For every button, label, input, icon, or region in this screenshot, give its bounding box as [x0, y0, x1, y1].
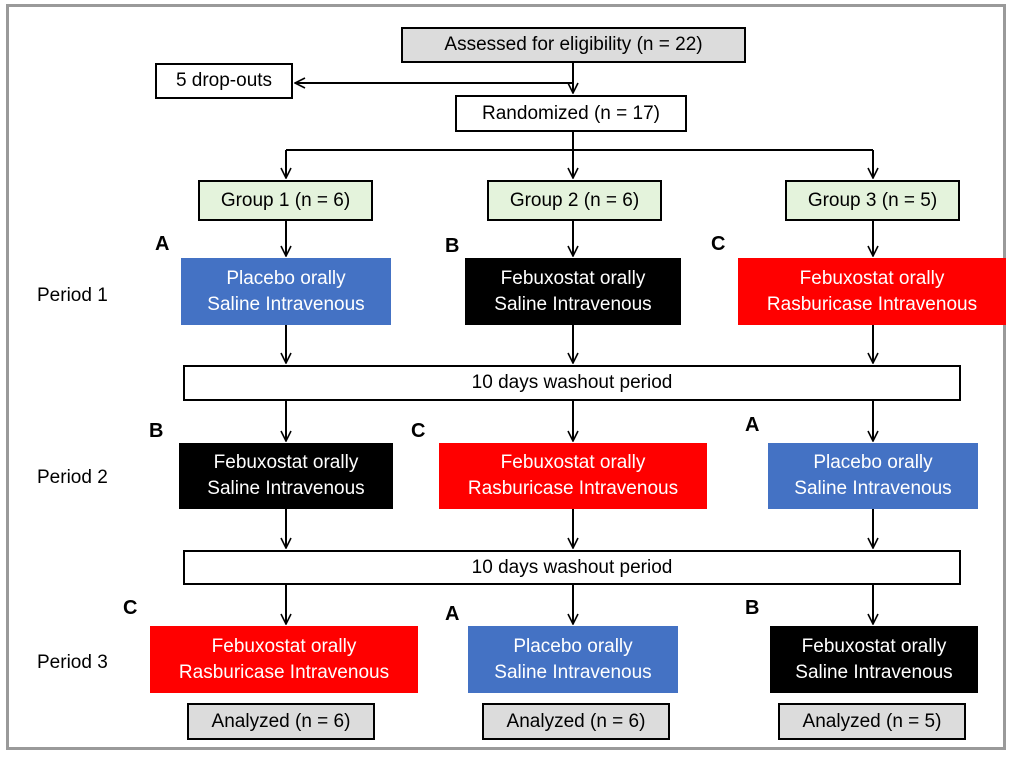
treatment-label: Placebo orally Saline Intravenous: [794, 452, 952, 499]
washout-bar-1: 10 days washout period: [183, 365, 961, 401]
treatment-box-p1-c2: Febuxostat orally Saline Intravenous: [465, 258, 681, 325]
period-2-label: Period 2: [37, 467, 108, 488]
group-1-box: Group 1 (n = 6): [198, 180, 373, 221]
treatment-box-p1-c1: Placebo orally Saline Intravenous: [181, 258, 391, 325]
analyzed-label-1: Analyzed (n = 6): [211, 710, 351, 732]
seq-letter-p1-c3: C: [711, 233, 726, 255]
seq-letter-p3-c2: A: [445, 603, 460, 625]
treatment-box-p3-c3: Febuxostat orally Saline Intravenous: [770, 626, 978, 693]
treatment-label: Febuxostat orally Saline Intravenous: [795, 635, 953, 683]
analyzed-box-1: Analyzed (n = 6): [187, 703, 375, 740]
group-3-label: Group 3 (n = 5): [807, 189, 938, 211]
treatment-label: Placebo orally Saline Intravenous: [207, 267, 365, 315]
washout-label-2: 10 days washout period: [471, 556, 673, 578]
analyzed-box-3: Analyzed (n = 5): [778, 703, 966, 740]
treatment-box-p2-c1: Febuxostat orally Saline Intravenous: [179, 443, 393, 509]
group-2-box: Group 2 (n = 6): [487, 180, 662, 221]
dropouts-box: 5 drop-outs: [155, 63, 293, 99]
treatment-label: Febuxostat orally Rasburicase Intravenou…: [178, 635, 390, 683]
randomized-label: Randomized (n = 17): [482, 102, 660, 124]
treatment-box-p2-c2: Febuxostat orally Rasburicase Intravenou…: [439, 443, 707, 509]
figure-frame: [6, 4, 1006, 750]
treatment-box-p3-c2: Placebo orally Saline Intravenous: [468, 626, 678, 693]
seq-letter-p2-c1: B: [149, 420, 164, 442]
treatment-box-p1-c3: Febuxostat orally Rasburicase Intravenou…: [738, 258, 1006, 325]
analyzed-label-3: Analyzed (n = 5): [802, 710, 942, 732]
treatment-label: Febuxostat orally Saline Intravenous: [207, 452, 365, 499]
assessed-box: Assessed for eligibility (n = 22): [401, 27, 746, 63]
group-2-label: Group 2 (n = 6): [509, 189, 640, 211]
analyzed-label-2: Analyzed (n = 6): [506, 710, 646, 732]
period-3-label: Period 3: [37, 652, 108, 673]
treatment-label: Febuxostat orally Rasburicase Intravenou…: [467, 452, 679, 499]
randomized-box: Randomized (n = 17): [455, 95, 687, 132]
treatment-label: Febuxostat orally Saline Intravenous: [494, 267, 652, 315]
treatment-label: Placebo orally Saline Intravenous: [494, 635, 652, 683]
group-1-label: Group 1 (n = 6): [220, 189, 351, 211]
washout-label-1: 10 days washout period: [471, 372, 673, 393]
seq-letter-p2-c2: C: [411, 420, 426, 442]
seq-letter-p2-c3: A: [745, 414, 760, 436]
assessed-label: Assessed for eligibility (n = 22): [444, 34, 703, 55]
group-3-box: Group 3 (n = 5): [785, 180, 960, 221]
period-1-label: Period 1: [37, 285, 108, 306]
treatment-label: Febuxostat orally Rasburicase Intravenou…: [766, 267, 978, 315]
analyzed-box-2: Analyzed (n = 6): [482, 703, 670, 740]
treatment-box-p3-c1: Febuxostat orally Rasburicase Intravenou…: [150, 626, 418, 693]
washout-bar-2: 10 days washout period: [183, 550, 961, 585]
dropouts-label: 5 drop-outs: [175, 70, 273, 91]
treatment-box-p2-c3: Placebo orally Saline Intravenous: [768, 443, 978, 509]
seq-letter-p1-c1: A: [155, 233, 170, 255]
seq-letter-p3-c1: C: [123, 597, 138, 619]
seq-letter-p1-c2: B: [445, 235, 460, 257]
seq-letter-p3-c3: B: [745, 597, 760, 619]
